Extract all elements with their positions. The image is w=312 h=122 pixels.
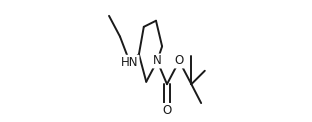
- Text: HN: HN: [121, 56, 139, 69]
- Text: O: O: [174, 55, 184, 67]
- Text: O: O: [162, 104, 172, 117]
- Text: N: N: [153, 55, 162, 67]
